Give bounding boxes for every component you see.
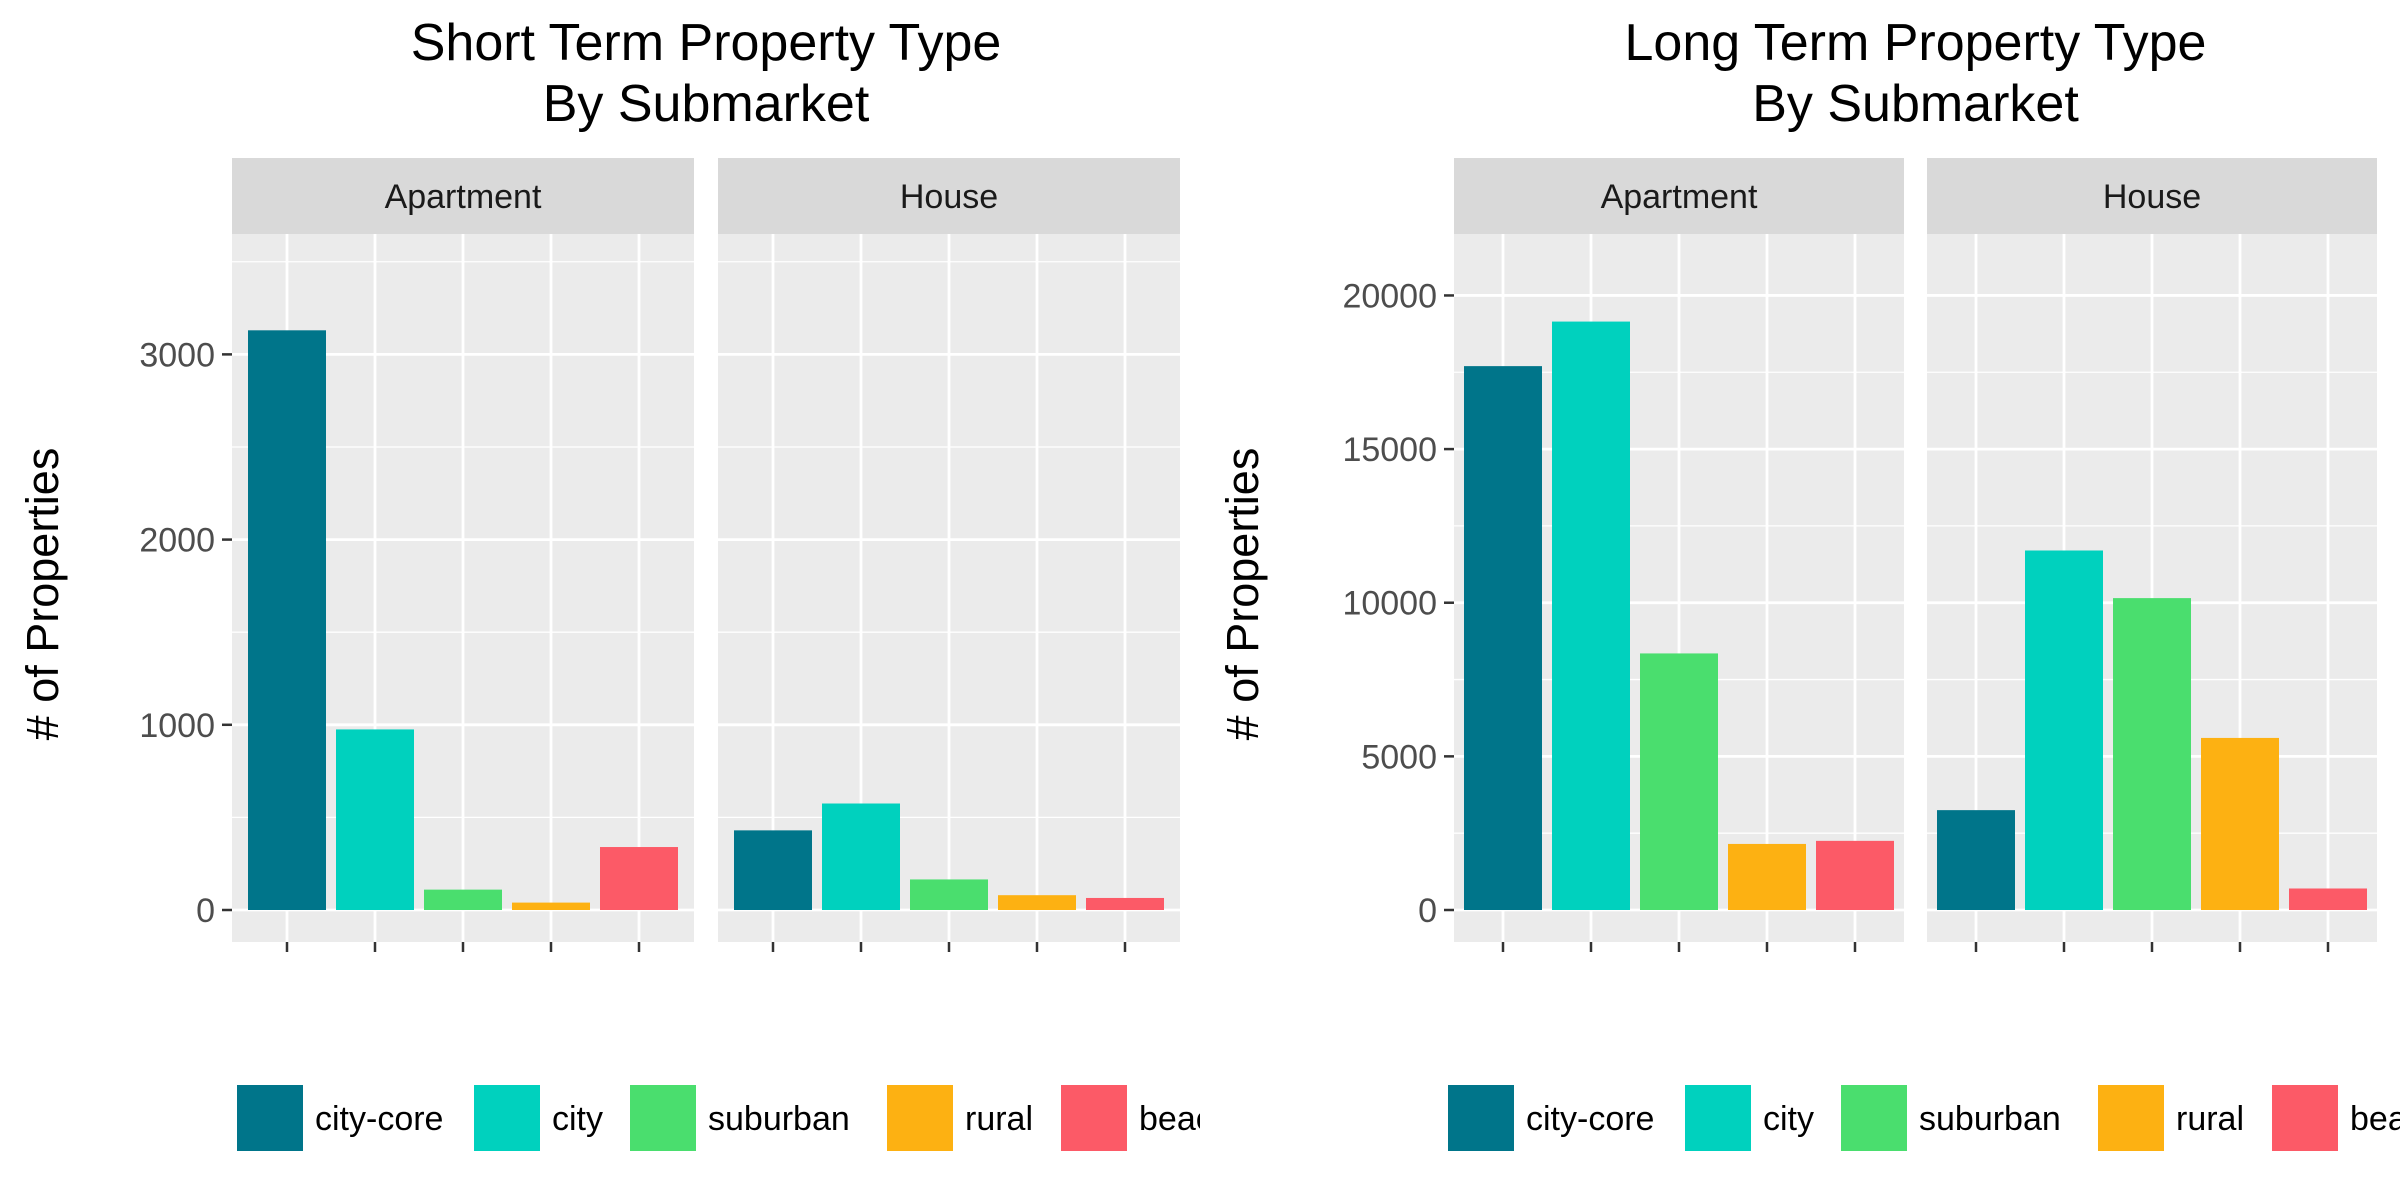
chart-svg: Long Term Property Type By Submarket # of … [1217,14,2400,1151]
legend-label: rural [2176,1100,2244,1138]
bar-apartment-rural [1728,843,1806,910]
legend: city-core city suburban rural beach [1448,1085,2400,1151]
bar-house-city-core [1937,810,2015,910]
legend: city-core city suburban rural beach [237,1085,1200,1151]
bar-apartment-city-core [1464,366,1542,910]
y-tick-label: 3000 [139,336,215,374]
y-tick-label: 5000 [1361,738,1437,776]
facet-strip [1454,158,1904,234]
facet-panel-apartment: Apartment [1454,158,1904,952]
legend-label: beach [2350,1100,2400,1138]
bar-house-beach [2289,888,2367,910]
legend-label: rural [965,1100,1033,1138]
legend-label: city [552,1100,603,1138]
bar-house-city [2025,550,2103,910]
bar-apartment-city [1552,321,1630,910]
facet-strip-label: House [900,178,998,216]
y-axis-label: # of Properties [1217,448,1268,741]
legend-key-city [474,1085,540,1151]
y-tick-label: 1000 [139,707,215,745]
legend-key-suburban [1841,1085,1907,1151]
facet-strip [1927,158,2377,234]
chart-svg: Short Term Property Type By Submarket # of… [17,14,1200,1151]
bar-house-suburban [2113,598,2191,910]
bar-apartment-beach [1816,840,1894,910]
long-term-chart: Long Term Property Type By Submarket # of … [1200,0,2400,1200]
legend-label: city [1763,1100,1814,1138]
legend-item-beach: beach [1061,1085,1200,1151]
y-tick-label: 0 [1418,892,1437,930]
legend-key-city [1685,1085,1751,1151]
short-term-chart: Short Term Property Type By Submarket # of… [17,14,1200,1151]
bar-house-rural [998,895,1076,910]
y-axis-label: # of Properties [17,448,68,741]
chart-title-line: Long Term Property Type [1625,14,2207,72]
legend-item-city-core: city-core [1448,1085,1654,1151]
legend-key-city-core [1448,1085,1514,1151]
chart-title-line: Short Term Property Type [411,14,1002,72]
bar-apartment-beach [600,847,678,910]
bar-house-city-core [734,830,812,910]
facet-strip-label: House [2103,178,2201,216]
legend-label: suburban [1919,1100,2061,1138]
facet-panel-apartment: Apartment [232,158,694,952]
legend-item-beach: beach [2272,1085,2400,1151]
legend-label: suburban [708,1100,850,1138]
legend-item-city: city [474,1085,603,1151]
legend-item-suburban: suburban [1841,1085,2061,1151]
chart-title-line: By Submarket [543,75,870,133]
facet-strip [232,158,694,234]
legend-key-suburban [630,1085,696,1151]
bar-apartment-rural [512,902,590,910]
facet-strip-label: Apartment [385,178,542,216]
legend-key-rural [2098,1085,2164,1151]
legend-label: beach [1139,1100,1200,1138]
bar-apartment-city-core [248,330,326,910]
legend-item-rural: rural [2098,1085,2244,1151]
legend-item-city-core: city-core [237,1085,443,1151]
legend-key-city-core [237,1085,303,1151]
legend-key-rural [887,1085,953,1151]
bar-apartment-city [336,729,414,910]
y-tick-label: 15000 [1342,431,1437,469]
facet-panel-house: House [718,158,1180,952]
bar-house-beach [1086,897,1164,910]
legend-item-suburban: suburban [630,1085,850,1151]
legend-item-city: city [1685,1085,1814,1151]
y-tick-label: 2000 [139,522,215,560]
bar-house-city [822,803,900,910]
bar-apartment-suburban [424,889,502,910]
chart-title: Long Term Property Type By Submarket [1625,14,2207,133]
legend-key-beach [2272,1085,2338,1151]
legend-label: city-core [315,1100,443,1138]
facet-strip [718,158,1180,234]
bar-house-rural [2201,737,2279,910]
facet-strip-label: Apartment [1601,178,1758,216]
legend-label: city-core [1526,1100,1654,1138]
y-tick-label: 10000 [1342,585,1437,623]
chart-title-line: By Submarket [1752,75,2079,133]
bar-apartment-suburban [1640,653,1718,910]
y-tick-label: 20000 [1342,277,1437,315]
facet-panel-house: House [1927,158,2377,952]
y-tick-label: 0 [196,892,215,930]
bar-house-suburban [910,879,988,910]
legend-item-rural: rural [887,1085,1033,1151]
chart-title: Short Term Property Type By Submarket [411,14,1002,133]
legend-key-beach [1061,1085,1127,1151]
